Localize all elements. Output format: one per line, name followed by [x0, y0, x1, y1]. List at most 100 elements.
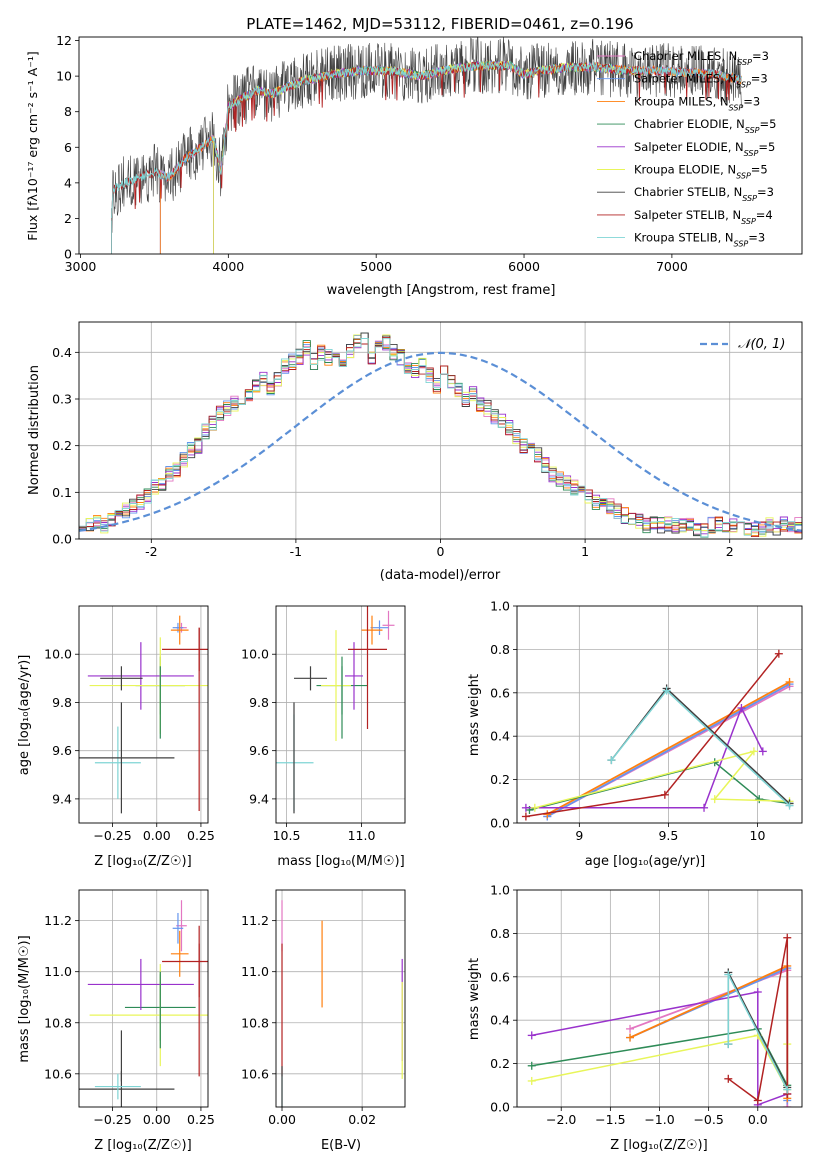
weight-series-5	[534, 750, 790, 809]
x-tick-label: 2	[726, 544, 734, 559]
x-tick-label: −0.25	[93, 1112, 131, 1127]
x-tick-label: 0	[437, 544, 445, 559]
y-tick-label: 10.8	[44, 1015, 72, 1030]
weight-lines	[521, 649, 794, 821]
legend-label: Salpeter ELODIE, NSSP=5	[634, 140, 775, 158]
age-weight-ylabel: mass weight	[467, 674, 482, 756]
y-tick-label: 9.8	[52, 695, 72, 710]
y-tick-label: 9.4	[249, 791, 269, 806]
x-tick-label: 7000	[656, 259, 688, 274]
residuals-legend-label: 𝒩(0, 1)	[738, 337, 785, 352]
y-tick-label: 2	[64, 211, 72, 226]
age-weight-xlabel: age [log₁₀(age/yr)]	[585, 854, 706, 869]
y-tick-label: 0.2	[52, 438, 72, 453]
x-tick-label: −2.0	[546, 1112, 576, 1127]
weight-series-4	[531, 991, 788, 1106]
y-tick-label: 0.4	[490, 1013, 510, 1028]
axes-frame	[78, 605, 209, 824]
legend-label: Salpeter STELIB, NSSP=4	[634, 208, 773, 226]
x-tick-label: −0.25	[93, 828, 131, 843]
x-tick-label: 9.5	[658, 828, 678, 843]
y-tick-label: 0.2	[490, 772, 510, 787]
y-tick-label: 10.6	[44, 1066, 72, 1081]
y-tick-label: 1.0	[490, 599, 510, 614]
y-tick-label: 6	[64, 140, 72, 155]
residuals-ylabel: Normed distribution	[27, 365, 42, 495]
z-mass-ylabel: mass [log₁₀(M/M☉)]	[17, 935, 32, 1062]
x-tick-label: 6000	[508, 259, 540, 274]
spectrum-ylabel: Flux [fλ10⁻¹⁷ erg cm⁻² s⁻¹ A⁻¹]	[25, 51, 40, 240]
y-tick-label: 0.2	[490, 1056, 510, 1071]
legend-label: Kroupa STELIB, NSSP=3	[634, 231, 765, 249]
y-tick-label: 11.0	[241, 964, 269, 979]
panel-residuals: -2 -1 0 1 2 0.0 0.1 0.2 0.3 0.4 (data-model)/erro…	[27, 321, 803, 583]
y-tick-label: 0.3	[52, 392, 72, 407]
x-tick-label: 4000	[212, 259, 244, 274]
y-tick-label: 0.6	[490, 685, 510, 700]
x-tick-label: 0.02	[348, 1112, 376, 1127]
x-tick-label: −0.5	[693, 1112, 723, 1127]
y-tick-label: 0.0	[490, 816, 510, 831]
y-tick-label: 9.6	[249, 743, 269, 758]
errorbars	[281, 900, 403, 1107]
panel-z-age: −0.25 0.00 0.25 9.4 9.6 9.8 10.0 Z [log₁₀(Z/Z☉…	[17, 605, 215, 869]
y-tick-label: 1.0	[490, 883, 510, 898]
x-tick-label: 1	[581, 544, 589, 559]
weight-series-7	[727, 937, 789, 1102]
y-tick-label: 11.2	[241, 913, 269, 928]
panel-spectrum: 3000 4000 5000 6000 7000 0 2 4 6 8 10 12 Chabrier MI…	[25, 33, 803, 298]
y-tick-label: 10.8	[241, 1015, 269, 1030]
x-tick-label: 11.0	[348, 828, 376, 843]
axes-frame	[78, 321, 803, 540]
y-tick-label: 8	[64, 104, 72, 119]
y-tick-label: 0.8	[490, 926, 510, 941]
weight-lines	[527, 933, 792, 1107]
legend-label: Chabrier STELIB, NSSP=3	[634, 185, 774, 203]
legend-label: Kroupa ELODIE, NSSP=5	[634, 163, 768, 181]
mass-age-xlabel: mass [log₁₀(M/M☉)]	[277, 854, 404, 869]
x-tick-label: 10	[750, 828, 766, 843]
weight-series-7	[525, 653, 780, 818]
y-tick-label: 0.6	[490, 969, 510, 984]
x-tick-label: −1.0	[644, 1112, 674, 1127]
y-tick-label: 0.1	[52, 485, 72, 500]
x-tick-label: 10.5	[273, 828, 301, 843]
spectrum-lines	[111, 37, 742, 254]
legend-label: Salpeter MILES, NSSP=3	[634, 72, 768, 90]
axes-frame	[516, 889, 803, 1108]
y-tick-label: 9.4	[52, 791, 72, 806]
axes-frame	[275, 605, 406, 824]
x-tick-label: 0.00	[268, 1112, 296, 1127]
panel-age-weight: 9 9.5 10 0.0 0.2 0.4 0.6 0.8 1.0 age [log₁₀(age/…	[467, 599, 803, 869]
panel-mass-age: 10.5 11.0 9.4 9.6 9.8 10.0 mass [log₁₀(M/M☉)]	[241, 605, 406, 869]
z-weight-ylabel: mass weight	[467, 958, 482, 1040]
x-tick-label: 3000	[65, 259, 97, 274]
normal-curve	[79, 351, 802, 532]
spectrum-xlabel: wavelength [Angstrom, rest frame]	[327, 283, 556, 298]
histograms	[79, 332, 802, 539]
weight-series-4	[525, 706, 764, 809]
figure-title: PLATE=1462, MJD=53112, FIBERID=0461, z=0…	[246, 15, 633, 33]
y-tick-label: 0	[64, 247, 72, 262]
histogram-series-0	[79, 332, 802, 539]
x-tick-label: -1	[290, 544, 302, 559]
x-tick-label: 0.25	[187, 1112, 215, 1127]
y-tick-label: 0.8	[490, 642, 510, 657]
y-tick-label: 9.8	[249, 695, 269, 710]
histogram-series-7	[79, 336, 802, 539]
histogram-series-8	[79, 338, 802, 539]
y-tick-label: 12	[56, 33, 72, 48]
y-tick-label: 4	[64, 175, 72, 190]
errorbars	[276, 606, 395, 814]
x-tick-label: 5000	[360, 259, 392, 274]
x-tick-label: 0.25	[187, 828, 215, 843]
legend-label: Chabrier MILES, NSSP=3	[634, 49, 769, 67]
y-tick-label: 0.0	[490, 1100, 510, 1115]
z-mass-xlabel: Z [log₁₀(Z/Z☉)]	[94, 1138, 191, 1153]
weight-series-6	[610, 687, 791, 805]
panel-z-weight: −2.0 −1.5 −1.0 −0.5 0.0 0.0 0.2 0.4 0.6 0.8 1.0 Z …	[467, 883, 803, 1153]
z-age-ylabel: age [log₁₀(age/yr)]	[17, 655, 32, 776]
weight-series-2	[546, 681, 790, 816]
x-tick-label: 0.0	[748, 1112, 768, 1127]
